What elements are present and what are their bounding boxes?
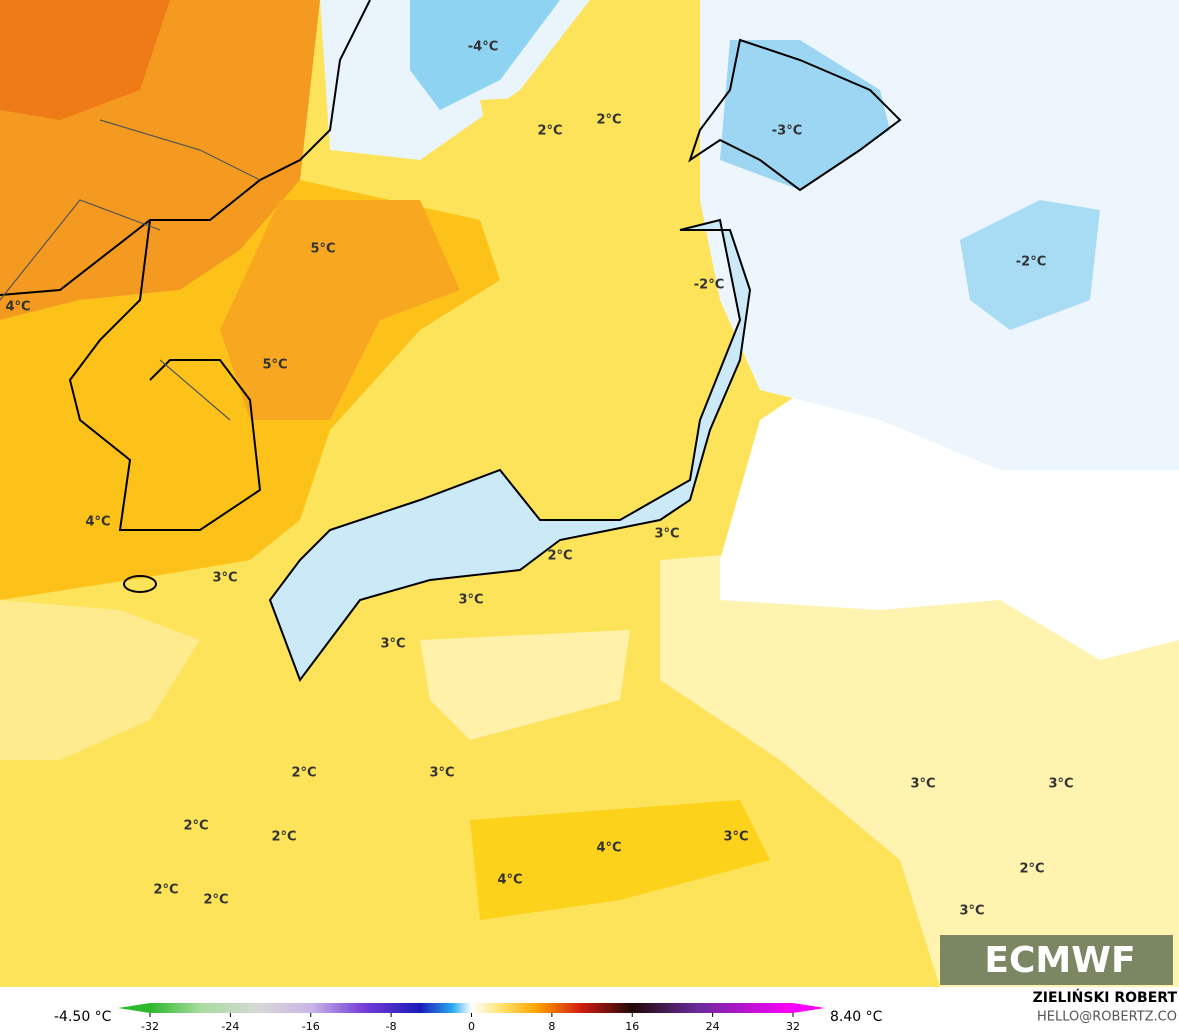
land-japan	[268, 218, 752, 683]
field-gold	[470, 800, 770, 920]
contour-label: 2°C	[596, 113, 621, 128]
colorbar-tick-label: 0	[468, 1020, 475, 1033]
contour-label: 3°C	[723, 830, 748, 845]
field	[480, 90, 700, 170]
field-pale	[420, 630, 630, 740]
colorbar-ticks: -32 -24 -16 -8 0 8 16 24 32	[141, 1013, 800, 1033]
colorbar-max-arrow	[793, 1003, 825, 1013]
contour-label: -2°C	[694, 278, 724, 293]
colorbar	[150, 1003, 793, 1013]
colorbar-tick-label: 32	[786, 1020, 800, 1033]
contour-label: 4°C	[596, 841, 621, 856]
contour-label: 2°C	[203, 893, 228, 908]
contour-label: 5°C	[262, 358, 287, 373]
logo-box: ECMWF	[940, 935, 1173, 985]
contour-label: 4°C	[5, 300, 30, 315]
border	[0, 119, 261, 421]
contour-label: 3°C	[959, 904, 984, 919]
colorbar-min-arrow	[118, 1003, 150, 1013]
logo-text: ECMWF	[984, 940, 1135, 981]
contour-label: -4°C	[468, 40, 498, 55]
map	[0, 0, 1179, 987]
coast-korea	[68, 219, 262, 531]
contour-label: 2°C	[537, 124, 562, 139]
colorbar-tick-label: 24	[706, 1020, 720, 1033]
coast-hokkaido	[688, 38, 902, 192]
contour-label: 2°C	[271, 830, 296, 845]
contour-labels: -4°C 2°C 2°C -3°C -2°C 5°C -2°C 4°C 5°C 4°C 3°C 2°C…	[5, 40, 1073, 919]
field-pale	[660, 520, 1179, 987]
contour-label: 2°C	[547, 549, 572, 564]
contour-label: 3°C	[458, 593, 483, 608]
contour-label: 5°C	[310, 242, 335, 257]
field-orange	[220, 200, 460, 420]
field-pale	[0, 600, 200, 760]
colorbar-tick-label: 8	[548, 1020, 555, 1033]
contour-label: -3°C	[772, 124, 802, 139]
contour-label: 2°C	[1019, 862, 1044, 877]
contour-label: 3°C	[380, 637, 405, 652]
colorbar-tick-label: -8	[386, 1020, 397, 1033]
contour-label: 3°C	[429, 766, 454, 781]
field-blue	[720, 40, 890, 190]
contour-label: 3°C	[910, 777, 935, 792]
contour-label: 2°C	[183, 819, 208, 834]
credit-author: ZIELIŃSKI ROBERT	[1033, 988, 1178, 1006]
colorbar-tick-label: -24	[221, 1020, 239, 1033]
contour-label: 2°C	[291, 766, 316, 781]
colorbar-tick-label: -32	[141, 1020, 159, 1033]
contour-label: 2°C	[153, 883, 178, 898]
contour-label: 4°C	[497, 873, 522, 888]
colorbar-tick-label: 16	[625, 1020, 639, 1033]
contour-label: 3°C	[654, 527, 679, 542]
colorbar-min-label: -4.50 °C	[54, 1009, 112, 1025]
field-blue	[960, 200, 1100, 330]
contour-label: -2°C	[1016, 255, 1046, 270]
island	[123, 575, 157, 593]
colorbar-max-label: 8.40 °C	[830, 1009, 883, 1025]
field-dark-orange	[0, 0, 170, 120]
field-blue	[410, 0, 560, 110]
contour-label: 3°C	[212, 571, 237, 586]
colorbar-tick-label: -16	[302, 1020, 320, 1033]
credit-contact: HELLO@ROBERTZ.CO	[1037, 1010, 1177, 1025]
logo-bg	[940, 935, 1173, 985]
contour-label: 4°C	[85, 515, 110, 530]
contour-label: 3°C	[1048, 777, 1073, 792]
